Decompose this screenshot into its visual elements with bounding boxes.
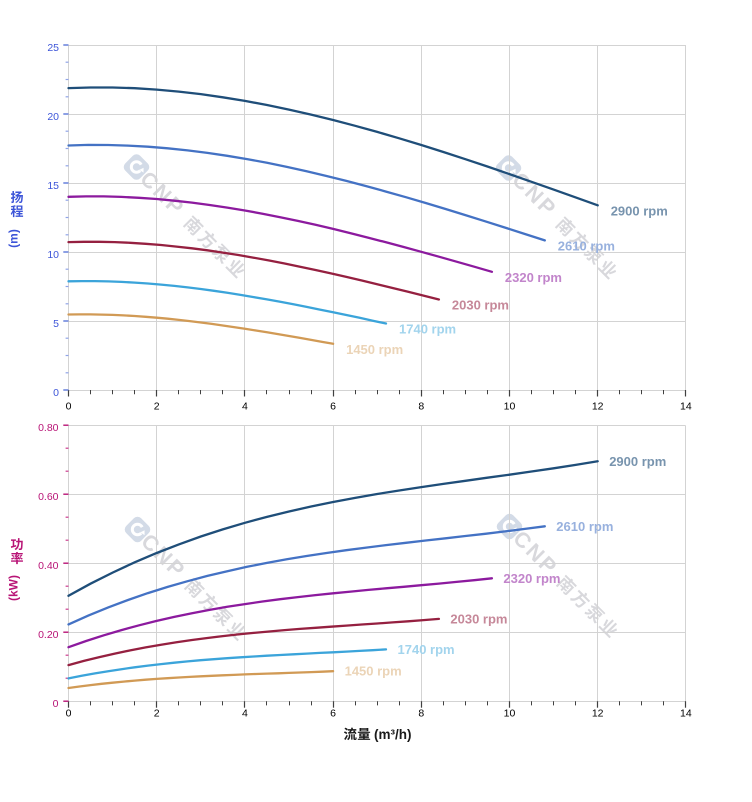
svg-text:25: 25 <box>47 42 59 54</box>
svg-text:12: 12 <box>592 708 604 720</box>
svg-text:10: 10 <box>47 249 59 261</box>
svg-text:2610 rpm: 2610 rpm <box>558 239 615 254</box>
svg-text:6: 6 <box>330 708 336 720</box>
svg-text:(kW): (kW) <box>7 575 21 601</box>
svg-text:0: 0 <box>66 708 72 720</box>
svg-text:2900 rpm: 2900 rpm <box>609 454 666 469</box>
svg-text:2900 rpm: 2900 rpm <box>611 204 668 219</box>
svg-text:0.20: 0.20 <box>38 629 59 641</box>
svg-text:2030 rpm: 2030 rpm <box>452 298 509 313</box>
svg-text:0.40: 0.40 <box>38 560 59 572</box>
svg-text:14: 14 <box>680 401 692 413</box>
svg-text:0: 0 <box>53 698 59 710</box>
svg-text:2: 2 <box>154 401 160 413</box>
svg-text:1740 rpm: 1740 rpm <box>398 642 455 657</box>
svg-text:10: 10 <box>504 401 516 413</box>
svg-text:4: 4 <box>242 708 248 720</box>
svg-text:2320 rpm: 2320 rpm <box>505 270 562 285</box>
svg-text:6: 6 <box>330 401 336 413</box>
svg-text:20: 20 <box>47 111 59 123</box>
svg-text:0: 0 <box>66 401 72 413</box>
svg-text:2610 rpm: 2610 rpm <box>556 519 613 534</box>
svg-text:0.80: 0.80 <box>38 422 59 434</box>
svg-text:10: 10 <box>504 708 516 720</box>
svg-text:1450 rpm: 1450 rpm <box>346 342 403 357</box>
svg-text:0.60: 0.60 <box>38 491 59 503</box>
svg-text:14: 14 <box>680 708 692 720</box>
svg-text:15: 15 <box>47 180 59 192</box>
svg-text:8: 8 <box>418 708 424 720</box>
svg-text:12: 12 <box>592 401 604 413</box>
svg-text:2030 rpm: 2030 rpm <box>450 611 507 626</box>
svg-text:8: 8 <box>418 401 424 413</box>
svg-text:2: 2 <box>154 708 160 720</box>
svg-text:4: 4 <box>242 401 248 413</box>
svg-text:2320 rpm: 2320 rpm <box>503 571 560 586</box>
svg-text:(m³/h): (m³/h) <box>374 727 412 742</box>
svg-text:5: 5 <box>53 318 59 330</box>
svg-text:1450 rpm: 1450 rpm <box>345 664 402 679</box>
svg-text:0: 0 <box>53 387 59 399</box>
svg-text:(m): (m) <box>7 229 21 248</box>
svg-text:1740 rpm: 1740 rpm <box>399 322 456 337</box>
